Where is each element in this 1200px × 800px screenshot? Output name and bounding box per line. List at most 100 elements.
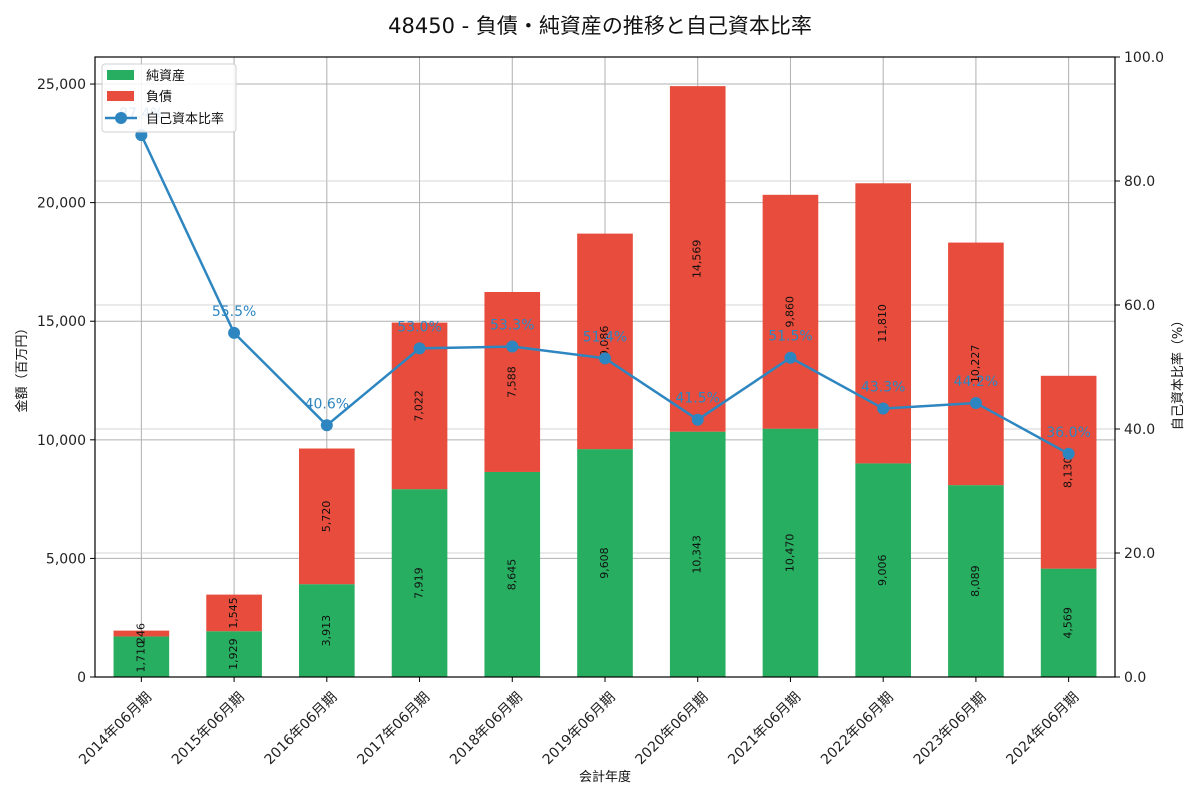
x-tick-label: 2019年06月期 [540,689,619,768]
ratio-value-label: 55.5% [212,304,256,320]
net-assets-value-label: 3,913 [320,615,333,647]
x-tick-label: 2021年06月期 [725,689,804,768]
x-tick-label: 2024年06月期 [1003,689,1082,768]
right-y-axis: 0.0 20.0 40.0 60.0 80.0 100.0 自己資本比率（%） [1115,50,1186,686]
bar-liabilities [1040,375,1097,569]
ratio-value-label: 53.3% [490,318,534,334]
y2-axis-title: 自己資本比率（%） [1170,314,1186,430]
ratio-value-label: 44.2% [954,374,998,390]
net-assets-value-label: 4,569 [1062,607,1075,639]
net-assets-value-label: 7,919 [413,567,426,599]
bar-liabilities [669,86,726,432]
legend-label-liabilities: 負債 [146,90,172,105]
y2-tick-label: 0.0 [1124,670,1146,686]
ratio-marker [320,419,333,432]
ratio-marker [969,396,982,409]
liabilities-value-label: 14,569 [691,240,704,279]
y-tick-label: 20,000 [37,196,86,212]
net-assets-value-label: 10,343 [691,535,704,574]
x-axis: 2014年06月期 2015年06月期 2016年06月期 2017年06月期 2018… [76,677,1082,785]
liabilities-value-label: 9,860 [783,296,796,328]
liabilities-value-label: 1,545 [227,597,240,629]
legend-swatch-liabilities [107,91,134,101]
y-tick-label: 5,000 [46,551,86,567]
liabilities-value-label: 246 [134,623,147,644]
liabilities-value-label: 11,810 [876,304,889,343]
ratio-marker [877,402,890,415]
liabilities-value-label: 10,227 [969,345,982,384]
y2-tick-label: 60.0 [1124,298,1155,314]
ratio-marker [506,340,519,353]
bar-liabilities [577,233,633,450]
bar-net-assets [948,485,1004,677]
net-assets-value-label: 8,645 [505,559,518,591]
net-assets-value-label: 9,608 [598,547,611,579]
y2-tick-label: 100.0 [1124,50,1164,66]
ratio-value-label: 36.0% [1046,425,1090,441]
bar-net-assets [762,428,819,677]
bar-liabilities [948,242,1004,486]
bar-liabilities [113,630,170,637]
net-assets-value-label: 8,089 [969,565,982,597]
equity-ratio-line: 87.4%55.5%40.6%53.0%53.3%51.4%41.5%51.5%… [119,106,1091,460]
y-tick-label: 10,000 [37,433,86,449]
ratio-marker [784,351,797,364]
bar-net-assets [484,471,541,677]
legend-marker-ratio [115,112,127,124]
ratio-marker [1062,447,1075,460]
bar-liabilities [299,448,355,585]
x-tick-label: 2014年06月期 [76,689,155,768]
y-tick-label: 0 [77,670,86,686]
net-assets-value-label: 9,006 [876,554,889,586]
x-tick-label: 2023年06月期 [911,689,990,768]
bar-net-assets [299,584,355,677]
liabilities-value-label: 7,588 [505,366,518,398]
ratio-value-label: 43.3% [861,380,905,396]
bar-liabilities [206,594,262,632]
bar-net-assets [1040,568,1097,677]
ratio-value-label: 41.5% [675,391,719,407]
bar-series [113,86,1097,677]
bar-liabilities [484,291,541,472]
x-tick-label: 2015年06月期 [169,689,248,768]
ratio-marker [228,326,241,339]
liabilities-value-label: 7,022 [413,390,426,422]
bar-net-assets [669,431,726,677]
x-tick-label: 2017年06月期 [354,689,433,768]
legend-label-ratio: 自己資本比率 [146,111,224,127]
liabilities-value-label: 9,086 [598,326,611,358]
x-tick-label: 2020年06月期 [633,689,712,768]
ratio-value-label: 51.4% [583,329,627,345]
x-tick-label: 2016年06月期 [262,689,341,768]
bar-net-assets [391,489,448,677]
x-tick-label: 2018年06月期 [447,689,526,768]
ratio-marker [413,342,426,355]
legend-swatch-net-assets [107,70,134,80]
bar-net-assets [206,631,262,677]
ratio-value-label: 51.5% [768,329,812,345]
x-tick-label: 2022年06月期 [818,689,897,768]
y2-tick-label: 20.0 [1124,546,1155,562]
liabilities-value-label: 8,130 [1062,456,1075,488]
ratio-value-label: 40.6% [305,396,349,412]
y2-tick-label: 40.0 [1124,422,1155,438]
y-axis-title: 金額（百万円） [14,321,30,412]
chart-title: 48450 - 負債・純資産の推移と自己資本比率 [388,14,812,38]
net-assets-value-label: 1,710 [134,641,147,673]
bar-liabilities [762,194,819,429]
ratio-value-label: 53.0% [397,319,441,335]
bar-net-assets [855,463,911,677]
y-tick-label: 25,000 [37,77,86,93]
ratio-marker [599,352,611,365]
net-assets-value-label: 1,929 [227,638,240,670]
y-tick-label: 15,000 [37,314,86,330]
liabilities-value-label: 5,720 [320,501,333,533]
bar-net-assets [577,449,633,677]
bar-liabilities [855,183,911,464]
legend-label-net-assets: 純資産 [146,68,185,84]
bar-net-assets [113,636,170,677]
y2-tick-label: 80.0 [1124,174,1155,190]
x-axis-title: 会計年度 [579,769,631,785]
